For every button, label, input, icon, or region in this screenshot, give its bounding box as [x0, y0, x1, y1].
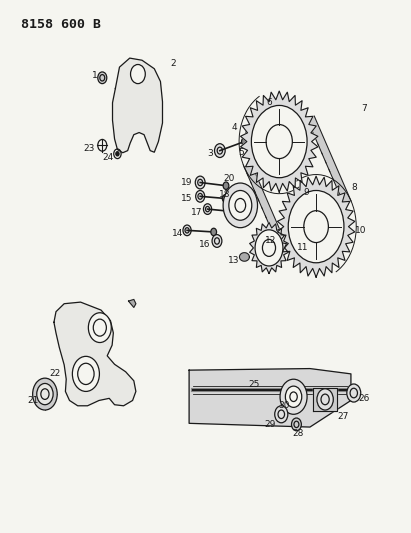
Text: 8158 600 B: 8158 600 B — [21, 18, 101, 31]
Circle shape — [226, 207, 232, 215]
Text: 25: 25 — [248, 380, 259, 389]
Circle shape — [275, 406, 288, 423]
Circle shape — [215, 144, 225, 158]
Circle shape — [212, 235, 222, 247]
Polygon shape — [54, 302, 136, 406]
Text: 16: 16 — [199, 240, 210, 249]
Text: 18: 18 — [219, 190, 231, 199]
Text: 19: 19 — [181, 178, 193, 187]
Polygon shape — [249, 222, 289, 273]
Circle shape — [223, 182, 229, 189]
Circle shape — [211, 228, 217, 236]
Circle shape — [280, 379, 307, 414]
Circle shape — [88, 313, 111, 343]
Text: 7: 7 — [362, 103, 367, 112]
Polygon shape — [244, 163, 288, 252]
Text: 5: 5 — [238, 148, 244, 157]
Text: 13: 13 — [229, 256, 240, 264]
Circle shape — [37, 383, 53, 405]
Circle shape — [246, 128, 254, 138]
Text: 2: 2 — [170, 59, 175, 68]
Polygon shape — [129, 300, 136, 308]
Circle shape — [32, 378, 57, 410]
Text: 17: 17 — [191, 208, 202, 217]
Text: 3: 3 — [208, 149, 213, 158]
Text: 21: 21 — [27, 396, 38, 405]
Text: 9: 9 — [303, 188, 309, 197]
Text: 12: 12 — [265, 237, 276, 246]
Polygon shape — [308, 116, 351, 206]
Circle shape — [195, 176, 205, 189]
Text: 6: 6 — [266, 98, 272, 107]
Text: 23: 23 — [83, 144, 95, 153]
Circle shape — [196, 190, 205, 202]
Polygon shape — [240, 253, 249, 261]
Text: 29: 29 — [265, 421, 276, 430]
Circle shape — [131, 64, 145, 84]
Text: 15: 15 — [181, 194, 193, 203]
Text: 30: 30 — [278, 401, 290, 410]
Text: 14: 14 — [172, 229, 183, 238]
Text: 22: 22 — [49, 369, 60, 378]
Circle shape — [116, 152, 119, 156]
Circle shape — [288, 190, 344, 263]
Text: 10: 10 — [355, 226, 366, 235]
Circle shape — [255, 230, 283, 266]
Circle shape — [203, 204, 212, 214]
Text: 24: 24 — [102, 153, 113, 162]
Polygon shape — [113, 58, 162, 153]
Circle shape — [285, 386, 302, 407]
Text: 8: 8 — [351, 183, 357, 192]
Circle shape — [291, 418, 301, 431]
Circle shape — [242, 138, 247, 146]
Text: 28: 28 — [292, 430, 303, 439]
Circle shape — [347, 384, 361, 402]
Polygon shape — [277, 176, 355, 277]
Circle shape — [72, 357, 99, 391]
Text: 1: 1 — [92, 70, 98, 79]
Text: 20: 20 — [224, 174, 235, 183]
Circle shape — [98, 72, 107, 84]
Circle shape — [223, 183, 258, 228]
Circle shape — [252, 106, 307, 177]
Polygon shape — [240, 91, 318, 192]
Circle shape — [183, 225, 191, 236]
Circle shape — [317, 389, 333, 410]
Circle shape — [222, 195, 228, 202]
Polygon shape — [313, 387, 337, 411]
Text: 26: 26 — [359, 394, 370, 403]
Polygon shape — [189, 368, 351, 427]
Text: 4: 4 — [231, 123, 237, 132]
Circle shape — [229, 190, 252, 220]
Text: 27: 27 — [337, 412, 349, 421]
Text: 11: 11 — [297, 244, 309, 253]
